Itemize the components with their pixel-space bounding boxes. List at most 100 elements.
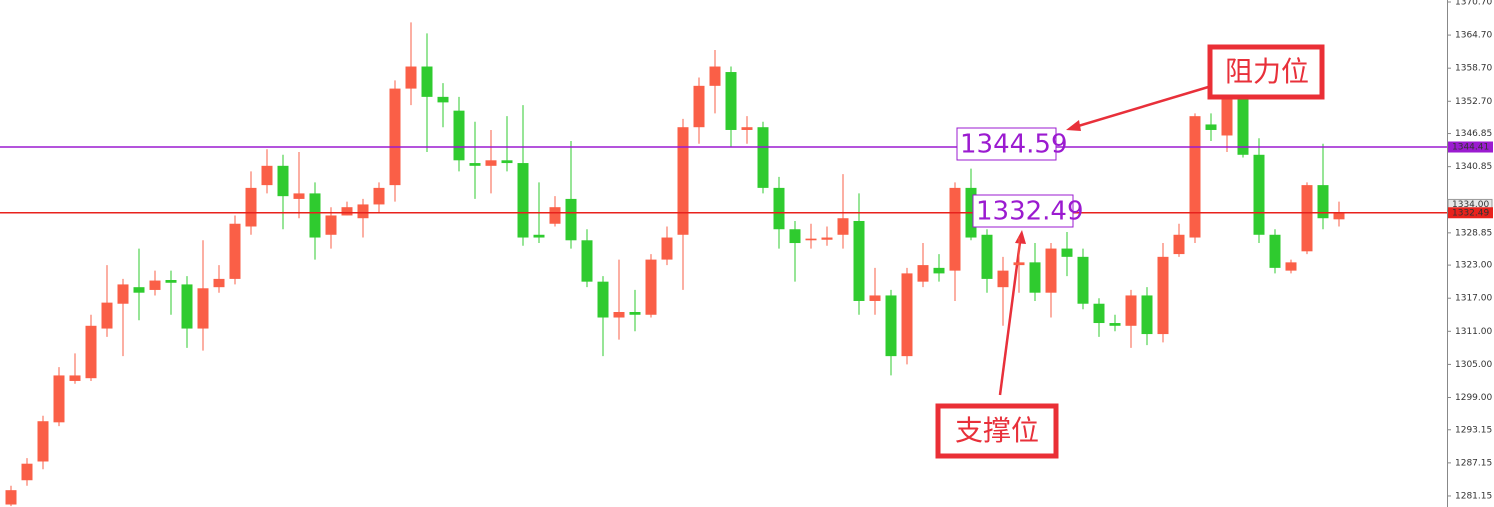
candle-body xyxy=(469,163,481,166)
candle-body xyxy=(949,187,961,271)
candle-body xyxy=(773,187,785,230)
candle-body xyxy=(261,165,273,186)
candle-body xyxy=(997,270,1009,288)
candle-body xyxy=(789,229,801,244)
candle-body xyxy=(133,287,145,293)
candle-body xyxy=(453,110,465,161)
candle-body xyxy=(981,234,993,279)
candle-body xyxy=(1221,88,1233,136)
candle-body xyxy=(885,295,897,357)
annotation-box xyxy=(956,127,1057,161)
candle-body xyxy=(709,66,721,86)
candle-body xyxy=(1173,234,1185,255)
y-tick-label: 1299.00 xyxy=(1455,393,1492,403)
candle-body xyxy=(629,312,641,315)
price-label-box xyxy=(1448,207,1493,219)
candle-body xyxy=(725,72,737,130)
candle-body xyxy=(645,259,657,315)
candle-body xyxy=(85,325,97,379)
candle-body xyxy=(149,280,161,290)
candle-body xyxy=(549,207,561,224)
candle-body xyxy=(181,284,193,329)
candle-body xyxy=(501,160,513,164)
candle-body xyxy=(405,66,417,89)
candle-body xyxy=(1093,303,1105,324)
price-label-box xyxy=(1448,141,1493,153)
candle-body xyxy=(1237,88,1249,155)
candle-body xyxy=(1301,185,1313,252)
candle-body xyxy=(1045,248,1057,293)
candle-body xyxy=(437,96,449,103)
candle-body xyxy=(869,295,881,301)
candle-body xyxy=(1189,116,1201,238)
y-tick-label: 1305.00 xyxy=(1455,360,1492,370)
y-tick-label: 1293.15 xyxy=(1455,425,1492,435)
candle-body xyxy=(69,375,81,381)
y-tick-label: 1364.70 xyxy=(1455,31,1492,41)
candle-body xyxy=(389,88,401,186)
annotation: 阻力位 xyxy=(1225,55,1309,88)
candle-body xyxy=(421,66,433,97)
candle-body xyxy=(213,278,225,288)
y-tick-label: 1370.70 xyxy=(1455,0,1492,7)
candle-body xyxy=(1109,323,1121,326)
candle-body xyxy=(165,280,177,283)
candle-body xyxy=(1205,124,1217,130)
candle-body xyxy=(1141,295,1153,335)
price-label: 1334.00 xyxy=(1452,200,1489,210)
arrow xyxy=(1074,83,1216,129)
candle-body xyxy=(741,127,753,130)
candle-body xyxy=(565,198,577,241)
price-label: 1332.49 xyxy=(1452,208,1489,218)
candle-body xyxy=(245,187,257,227)
candle-body xyxy=(613,312,625,318)
candle-body xyxy=(21,463,33,481)
candle-body xyxy=(341,207,353,216)
annotation: 支撑位 xyxy=(955,414,1039,447)
candle-body xyxy=(293,193,305,199)
candle-body xyxy=(693,85,705,128)
arrow-head xyxy=(1015,230,1026,244)
candle-body xyxy=(1333,212,1345,220)
candle-body xyxy=(309,193,321,238)
candle-body xyxy=(1253,154,1265,235)
y-tick-label: 1346.85 xyxy=(1455,129,1492,139)
y-tick-label: 1328.85 xyxy=(1455,228,1492,238)
candle-body xyxy=(229,223,241,279)
candle-body xyxy=(805,238,817,241)
y-tick-label: 1358.70 xyxy=(1455,64,1492,74)
candle-body xyxy=(1029,262,1041,293)
candle-body xyxy=(757,127,769,188)
y-tick-label: 1311.00 xyxy=(1455,327,1492,337)
candle-body xyxy=(677,127,689,235)
candle-body xyxy=(901,273,913,357)
candle-body xyxy=(117,284,129,304)
candle-body xyxy=(485,160,497,166)
y-tick-label: 1323.00 xyxy=(1455,261,1492,271)
candle-body xyxy=(53,375,65,423)
y-tick-label: 1287.15 xyxy=(1455,458,1492,468)
candle-body xyxy=(821,237,833,240)
candle-body xyxy=(661,237,673,260)
candle-body xyxy=(581,240,593,282)
candle-body xyxy=(197,288,209,329)
candle-body xyxy=(1269,234,1281,268)
candle-body xyxy=(373,187,385,205)
price-label: 1344.41 xyxy=(1452,143,1489,153)
candle-body xyxy=(325,215,337,235)
candle-body xyxy=(277,165,289,197)
y-tick-label: 1352.70 xyxy=(1455,97,1492,107)
y-tick-label: 1317.00 xyxy=(1455,294,1492,304)
candle-body xyxy=(917,265,929,282)
annotation-box xyxy=(1207,44,1325,100)
arrow-head xyxy=(1066,120,1081,131)
candle-body xyxy=(5,490,17,505)
annotation: 1332.49 xyxy=(976,197,1084,227)
y-tick-label: 1281.15 xyxy=(1455,491,1492,501)
candle-body xyxy=(837,218,849,235)
candle-body xyxy=(1157,256,1169,335)
arrow xyxy=(998,241,1022,396)
candle-body xyxy=(1317,185,1329,219)
candle-body xyxy=(853,220,865,301)
